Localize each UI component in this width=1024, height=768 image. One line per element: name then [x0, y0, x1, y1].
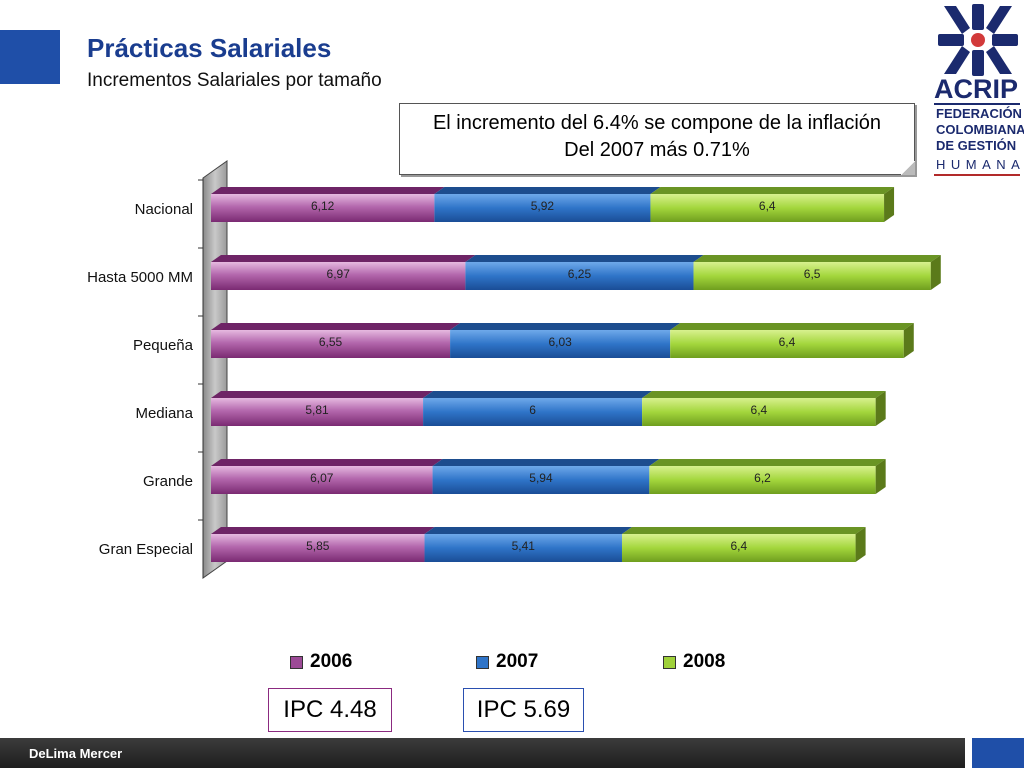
acrip-logo: ACRIP FEDERACIÓN COLOMBIANA DE GESTIÓN H…: [930, 2, 1024, 177]
data-label: 5,94: [529, 471, 553, 485]
bar-top-face: [211, 459, 443, 466]
bar-top-face: [450, 323, 681, 330]
category-label: Mediana: [135, 405, 193, 422]
legend-item-2008: 2008: [663, 651, 726, 673]
data-label: 6,4: [730, 539, 747, 553]
data-label: 6,4: [779, 335, 796, 349]
bar-top-face: [670, 323, 914, 330]
bar-side-face: [875, 391, 886, 426]
bar-top-face: [424, 527, 632, 534]
bar-top-face: [650, 187, 895, 194]
ipc-box-2007: IPC 5.69: [463, 688, 584, 732]
bar-side-face: [875, 459, 886, 494]
callout-line-1: El incremento del 6.4% se compone de la …: [432, 112, 882, 134]
data-label: 5,41: [512, 539, 536, 553]
bar-segment: [211, 466, 433, 494]
data-label: 6,2: [754, 471, 771, 485]
legend-swatch-2006: [290, 656, 303, 669]
logo-name: ACRIP: [933, 74, 1018, 104]
bar-segment: [450, 330, 671, 358]
bar-segment: [211, 194, 435, 222]
bar-segment: [432, 466, 650, 494]
data-label: 6,4: [751, 403, 768, 417]
legend-label-2008: 2008: [683, 651, 726, 672]
bar-segment: [642, 398, 876, 426]
bar-segment: [211, 398, 424, 426]
bar-segment: [211, 330, 451, 358]
logo-rule: [934, 103, 1020, 105]
bar-top-face: [693, 255, 941, 262]
bar-segment: [621, 534, 856, 562]
data-label: 6,5: [804, 267, 821, 281]
bar-segment: [465, 262, 694, 290]
data-label: 6,55: [319, 335, 343, 349]
legend-label-2006: 2006: [310, 651, 353, 672]
bar-side-face: [903, 323, 914, 358]
page-subtitle: Incrementos Salariales por tamaño: [87, 70, 382, 91]
data-label: 5,92: [531, 199, 555, 213]
bar-segment: [670, 330, 904, 358]
bar-top-face: [434, 187, 661, 194]
legend-item-2007: 2007: [476, 651, 539, 673]
footer-brand: DeLima Mercer: [29, 746, 123, 761]
bar-top-face: [465, 255, 704, 262]
chart-back-wall: [202, 160, 228, 579]
bar-segment: [649, 466, 876, 494]
bar-top-face: [649, 459, 886, 466]
bar-side-face: [930, 255, 941, 290]
acrip-emblem-icon: [938, 4, 1018, 76]
category-label: Pequeña: [133, 337, 194, 354]
bar-top-face: [211, 323, 461, 330]
data-label: 6,25: [568, 267, 592, 281]
bar-side-face: [884, 187, 895, 222]
logo-line-4: HUMANA: [936, 157, 1024, 172]
category-label: Nacional: [135, 201, 193, 218]
bar-top-face: [211, 391, 434, 398]
legend-item-2006: 2006: [290, 651, 353, 673]
data-label: 5,81: [305, 403, 329, 417]
data-label: 6: [529, 403, 536, 417]
bar-top-face: [432, 459, 660, 466]
footer-bar: DeLima Mercer: [0, 738, 965, 768]
page-title: Prácticas Salariales: [87, 33, 332, 63]
data-label: 6,07: [310, 471, 334, 485]
legend-swatch-2008: [663, 656, 676, 669]
data-label: 5,85: [306, 539, 330, 553]
bar-top-face: [642, 391, 886, 398]
bar-top-face: [211, 255, 476, 262]
logo-line-2: COLOMBIANA: [936, 122, 1024, 137]
callout-folded-corner: [901, 161, 915, 175]
data-label: 6,03: [548, 335, 572, 349]
bar-top-face: [211, 527, 435, 534]
bar-segment: [211, 262, 466, 290]
corner-accent-square: [0, 30, 60, 84]
bar-segment: [434, 194, 651, 222]
ipc-box-2006: IPC 4.48: [268, 688, 392, 732]
category-label: Hasta 5000 MM: [87, 269, 193, 286]
legend-label-2007: 2007: [496, 651, 539, 672]
logo-line-1: FEDERACIÓN: [936, 106, 1022, 121]
logo-underline: [934, 174, 1020, 176]
inflation-callout: El incremento del 6.4% se compone de la …: [399, 103, 915, 175]
data-label: 6,12: [311, 199, 335, 213]
bar-side-face: [855, 527, 866, 562]
logo-line-3: DE GESTIÓN: [936, 138, 1017, 153]
category-label: Grande: [143, 473, 193, 490]
data-label: 6,4: [759, 199, 776, 213]
legend-swatch-2007: [476, 656, 489, 669]
footer-accent-square: [972, 738, 1024, 768]
bar-segment: [650, 194, 885, 222]
callout-line-2: Del 2007 más 0.71%: [564, 139, 750, 161]
bar-segment: [423, 398, 643, 426]
bar-top-face: [211, 187, 445, 194]
category-label: Gran Especial: [99, 541, 193, 558]
bar-segment: [693, 262, 931, 290]
bar-segment: [211, 534, 425, 562]
bar-top-face: [423, 391, 653, 398]
bar-top-face: [621, 527, 866, 534]
data-label: 6,97: [327, 267, 351, 281]
bar-segment: [424, 534, 622, 562]
